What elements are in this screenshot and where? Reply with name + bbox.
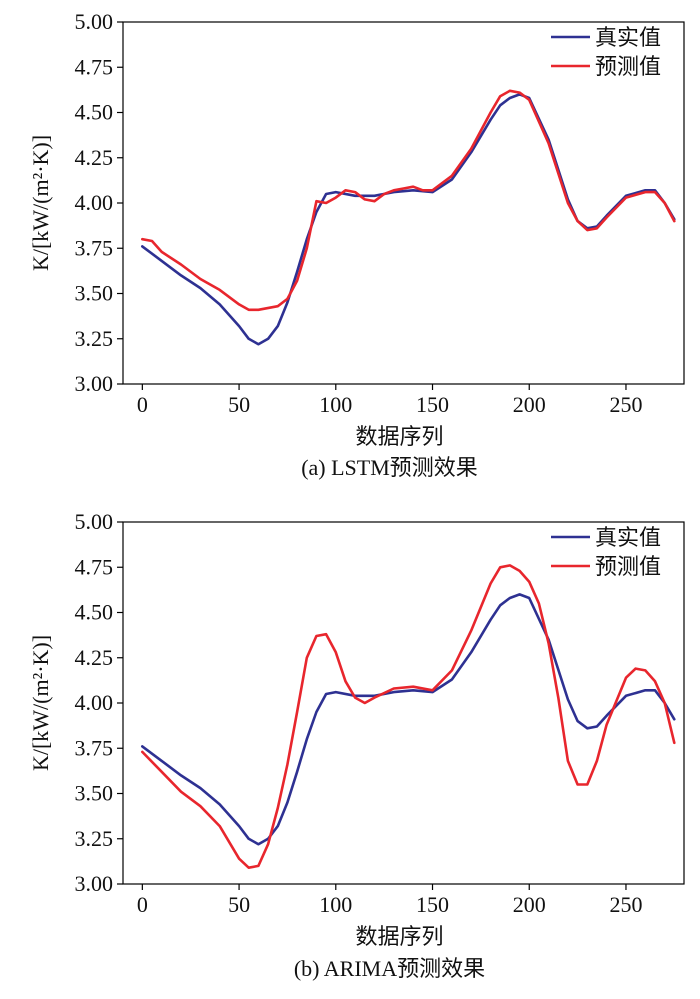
y-tick-label: 5.00 xyxy=(75,509,114,534)
x-tick-label: 150 xyxy=(416,892,449,917)
x-tick-label: 100 xyxy=(319,392,352,417)
y-tick-label: 3.25 xyxy=(75,826,114,851)
y-tick-label: 4.75 xyxy=(75,54,114,79)
y-tick-label: 3.75 xyxy=(75,235,114,260)
x-tick-label: 200 xyxy=(513,892,546,917)
y-tick-label: 3.75 xyxy=(75,735,114,760)
series-line-actual xyxy=(141,93,676,346)
series-line-actual xyxy=(141,593,676,846)
x-tick-label: 0 xyxy=(137,392,148,417)
y-tick-label: 4.50 xyxy=(75,600,114,625)
y-tick-label: 3.00 xyxy=(75,371,114,396)
y-tick-label: 4.00 xyxy=(75,190,114,215)
x-axis-title: 数据序列 xyxy=(355,424,443,449)
x-tick-label: 200 xyxy=(513,392,546,417)
chart-panel-b: 3.00 3.25 3.50 3.75 4.00 4.25 4.50 4.75 5.00 0 50 1… xyxy=(28,509,685,981)
y-axis-title: K/[kW/(m²·K)] xyxy=(28,635,53,771)
legend-label: 真实值 xyxy=(595,525,661,550)
y-tick-label: 4.75 xyxy=(75,554,114,579)
y-axis-title: K/[kW/(m²·K)] xyxy=(28,135,53,271)
series-line-predicted xyxy=(141,564,676,870)
legend-label: 真实值 xyxy=(595,25,661,50)
chart-panel-a: 3.00 3.25 3.50 3.75 4.00 4.25 4.50 4.75 5.00 0 50 1… xyxy=(28,9,685,480)
y-tick-label: 4.50 xyxy=(75,100,114,125)
y-tick-label: 4.25 xyxy=(75,145,114,170)
legend-label: 预测值 xyxy=(595,554,661,579)
legend-label: 预测值 xyxy=(595,54,661,79)
chart-caption: (a) LSTM预测效果 xyxy=(301,455,478,480)
x-axis-title: 数据序列 xyxy=(355,924,443,949)
y-tick-label: 4.00 xyxy=(75,690,114,715)
x-tick-label: 250 xyxy=(609,392,642,417)
chart-caption: (b) ARIMA预测效果 xyxy=(294,956,485,981)
y-tick-label: 5.00 xyxy=(75,9,114,34)
y-tick-label: 3.50 xyxy=(75,781,114,806)
x-tick-label: 150 xyxy=(416,392,449,417)
y-tick-label: 4.25 xyxy=(75,645,114,670)
series-line-predicted xyxy=(141,89,676,312)
x-tick-label: 100 xyxy=(319,892,352,917)
x-tick-label: 50 xyxy=(228,892,250,917)
y-tick-label: 3.50 xyxy=(75,281,114,306)
y-tick-label: 3.00 xyxy=(75,871,114,896)
y-tick-label: 3.25 xyxy=(75,326,114,351)
x-tick-label: 250 xyxy=(609,892,642,917)
x-tick-label: 0 xyxy=(137,892,148,917)
x-tick-label: 50 xyxy=(228,392,250,417)
